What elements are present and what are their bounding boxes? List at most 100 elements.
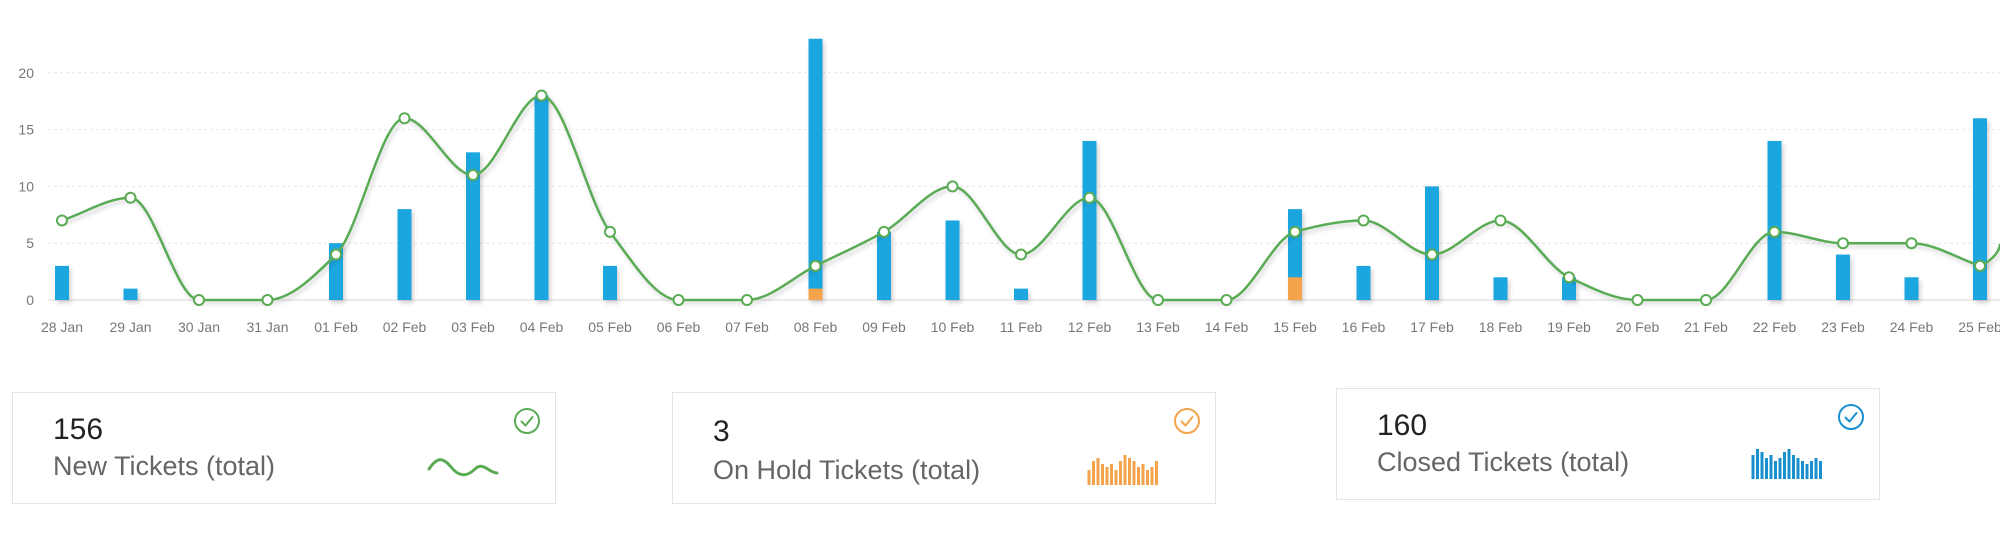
bar-tickets — [55, 265, 69, 300]
line-point — [1974, 259, 1986, 272]
bar-tickets — [1082, 140, 1097, 300]
bar-tickets — [534, 95, 549, 301]
line-point — [261, 294, 274, 306]
card-on-hold-tickets: 3 On Hold Tickets (total) — [672, 392, 1216, 504]
line-point — [535, 89, 548, 102]
line-point — [1905, 237, 1918, 250]
sparkline-bar — [1810, 461, 1813, 479]
sparkline-bar — [1146, 470, 1149, 485]
x-tick-label: 23 Feb — [1821, 319, 1865, 335]
x-tick-label: 15 Feb — [1273, 319, 1317, 335]
ticket-chart: 0 5 10 15 20 28 Jan 29 Jan 30 Jan 31 Jan 01 Feb 0… — [18, 38, 2000, 335]
bar-tickets — [877, 231, 891, 300]
line-point — [1426, 248, 1438, 261]
bar-sparkline-icon — [1751, 449, 1822, 479]
bar-tickets — [1493, 277, 1508, 300]
bar-tickets — [123, 288, 138, 300]
x-tick-label: 04 Feb — [520, 319, 564, 335]
bar-tickets — [1904, 277, 1919, 300]
line-point — [1700, 294, 1712, 306]
sparkline-bar — [1092, 461, 1095, 485]
x-tick-label: 10 Feb — [931, 319, 975, 335]
line-point — [398, 112, 411, 125]
new-tickets-value: 156 — [53, 413, 104, 446]
x-tick-label: 24 Feb — [1890, 319, 1934, 335]
line-point — [672, 294, 685, 306]
y-tick-label: 10 — [18, 178, 34, 194]
sparkline-bar — [1792, 455, 1795, 479]
line-point — [467, 169, 479, 182]
sparkline-bar — [1123, 455, 1127, 485]
x-tick-label: 14 Feb — [1205, 319, 1249, 335]
check-circle-icon — [1838, 404, 1864, 430]
bar-tickets — [1356, 265, 1371, 300]
card-new-tickets: 156 New Tickets (total) — [12, 392, 556, 504]
sparkline-bar — [1155, 461, 1158, 485]
y-tick-label: 0 — [26, 292, 34, 308]
line-point — [1768, 225, 1781, 238]
sparkline-bar — [1778, 458, 1782, 479]
sparkline-bar — [1774, 461, 1777, 479]
line-point — [809, 259, 822, 272]
x-tick-label: 13 Feb — [1136, 319, 1180, 335]
sparkline-bar — [1756, 449, 1759, 479]
line-point — [878, 225, 890, 238]
check-circle-icon — [1174, 408, 1200, 434]
line-point — [1015, 248, 1027, 261]
sparkline-bar — [1087, 470, 1091, 485]
x-tick-label: 08 Feb — [794, 319, 838, 335]
sparkline-bar — [1105, 467, 1109, 485]
bar-tickets — [397, 209, 412, 300]
line-point — [124, 191, 137, 204]
bar-on-hold — [808, 288, 823, 300]
sparkline-bar — [1760, 452, 1764, 479]
x-tick-label: 28 Jan — [41, 319, 83, 335]
line-point — [1837, 237, 1849, 250]
x-tick-label: 11 Feb — [1000, 319, 1043, 335]
x-tick-label: 21 Feb — [1684, 319, 1728, 335]
sparkline-bar — [1137, 467, 1140, 485]
x-tick-label: 18 Feb — [1479, 319, 1523, 335]
line-point — [604, 225, 616, 238]
card-closed-tickets: 160 Closed Tickets (total) — [1336, 388, 1880, 500]
line-point — [1631, 294, 1644, 306]
line-point — [1289, 225, 1301, 238]
line-point — [741, 294, 753, 306]
on-hold-tickets-label: On Hold Tickets (total) — [713, 455, 981, 485]
y-tick-label: 20 — [18, 65, 34, 81]
closed-tickets-label: Closed Tickets (total) — [1377, 447, 1630, 477]
x-tick-label: 17 Feb — [1410, 319, 1454, 335]
line-point — [946, 180, 959, 193]
line-point — [56, 214, 68, 227]
sparkline-bar — [1141, 464, 1145, 485]
bar-on-hold — [1288, 277, 1302, 300]
x-tick-label: 16 Feb — [1342, 319, 1386, 335]
on-hold-tickets-value: 3 — [713, 415, 730, 448]
sparkline-bar — [1119, 461, 1122, 485]
sparkline-bar — [1110, 464, 1113, 485]
line-trend — [61, 94, 2000, 302]
sparkline-bar — [1096, 458, 1100, 485]
x-tick-label: 07 Feb — [725, 319, 769, 335]
line-point — [1494, 214, 1507, 227]
bar-tickets — [1767, 140, 1782, 300]
bar-tickets — [1836, 254, 1850, 300]
line-point — [330, 248, 342, 261]
sparkline-bar — [1787, 449, 1791, 479]
bar-tickets — [945, 220, 960, 300]
x-tick-label: 22 Feb — [1753, 319, 1797, 335]
sparkline-bar — [1114, 470, 1118, 485]
x-tick-label: 19 Feb — [1547, 319, 1591, 335]
x-tick-label: 20 Feb — [1616, 319, 1660, 335]
x-tick-label: 09 Feb — [862, 319, 906, 335]
sparkline-bar — [1814, 458, 1818, 479]
closed-tickets-value: 160 — [1377, 409, 1428, 442]
bar-tickets — [1425, 186, 1439, 300]
bar-tickets — [1973, 118, 1987, 301]
wave-sparkline-icon — [427, 458, 499, 477]
x-tick-label: 12 Feb — [1068, 319, 1112, 335]
sparkline-bar — [1128, 458, 1131, 485]
sparkline-bar — [1765, 458, 1768, 479]
bar-tickets — [808, 38, 823, 300]
sparkline-bar — [1769, 455, 1773, 479]
